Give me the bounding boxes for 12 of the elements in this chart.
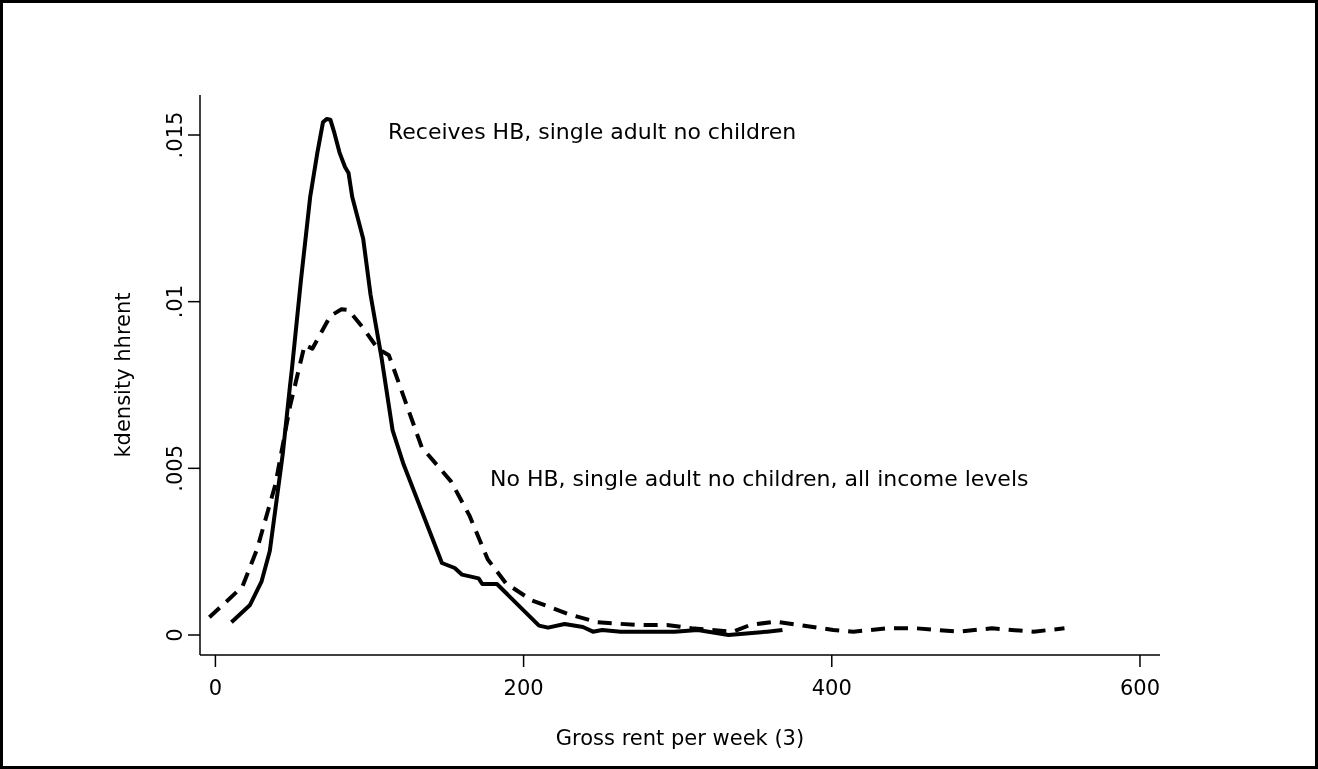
annotation: Receives HB, single adult no children xyxy=(388,119,797,144)
x-axis-title: Gross rent per week (3) xyxy=(555,726,805,750)
y-tick-label: .005 xyxy=(163,444,187,492)
annotation: No HB, single adult no children, all income levels xyxy=(490,466,1029,491)
x-tick-label: 600 xyxy=(1119,676,1161,700)
x-tick-label: 200 xyxy=(503,676,544,700)
y-tick-label: 0 xyxy=(163,628,187,642)
y-axis-title: kdensity hhrent xyxy=(111,292,135,458)
y-tick-label: .01 xyxy=(163,284,187,319)
y-tick-label: .015 xyxy=(163,111,187,159)
x-tick-label: 400 xyxy=(811,676,852,700)
x-tick-label: 0 xyxy=(208,676,223,700)
